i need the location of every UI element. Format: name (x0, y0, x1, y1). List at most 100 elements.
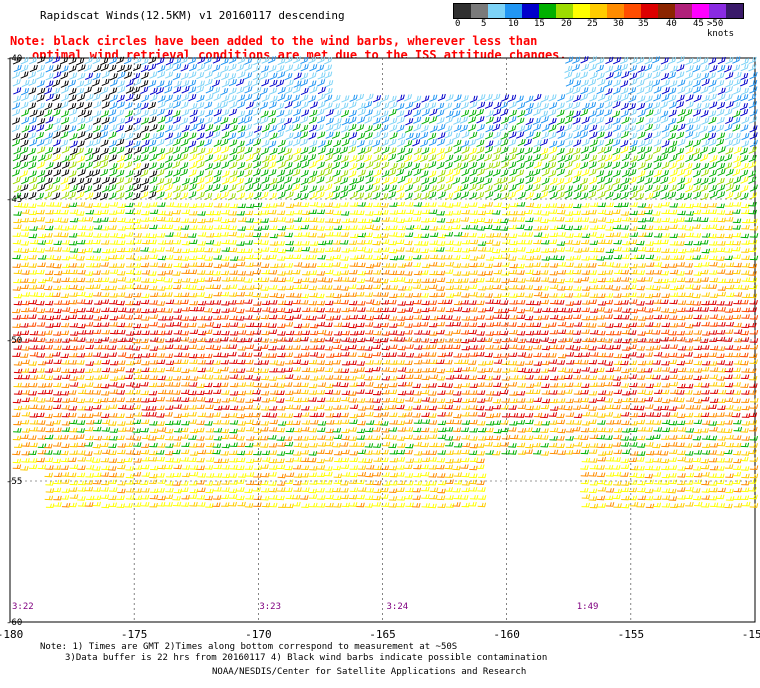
wind-barb (29, 412, 38, 418)
wind-barb (109, 94, 118, 102)
wind-barb (196, 277, 205, 283)
wind-barb (700, 169, 710, 177)
wind-barb (701, 261, 710, 267)
wind-barb (276, 65, 285, 73)
wind-barb (101, 101, 110, 109)
wind-barb (45, 246, 54, 252)
wind-barb (141, 210, 150, 216)
wind-barb (612, 442, 622, 447)
wind-barb (541, 184, 550, 193)
wind-barb (500, 353, 510, 358)
wind-barb (245, 225, 255, 231)
wind-barb (749, 225, 759, 231)
wind-barb (236, 450, 246, 456)
wind-barb (460, 102, 469, 110)
wind-barb (268, 412, 278, 418)
wind-barb (564, 314, 573, 320)
wind-barb (245, 419, 254, 425)
wind-barb (36, 248, 45, 253)
wind-barb (340, 263, 349, 269)
wind-barb (540, 153, 549, 161)
wind-barb (165, 299, 175, 305)
wind-barb (661, 192, 670, 200)
wind-barb (213, 146, 222, 154)
wind-barb (36, 405, 45, 410)
wind-barb (436, 442, 445, 448)
wind-barb (61, 398, 71, 403)
wind-barb (205, 427, 215, 433)
wind-barb (340, 161, 349, 170)
wind-barb (428, 306, 437, 312)
wind-barb (460, 359, 469, 365)
wind-barb (212, 300, 222, 305)
wind-barb (460, 278, 469, 283)
wind-barb (69, 331, 79, 336)
wind-barb (172, 169, 181, 177)
wind-barb (20, 232, 29, 237)
wind-barb (197, 449, 207, 455)
wind-barb (100, 262, 109, 267)
wind-barb (268, 161, 277, 169)
wind-barb (436, 241, 446, 246)
wind-barb (644, 307, 654, 313)
colorbar-swatch (573, 4, 590, 18)
wind-barb (28, 217, 37, 223)
wind-barb (28, 210, 38, 216)
wind-barb (348, 246, 358, 252)
wind-barb (492, 277, 501, 283)
wind-barb (316, 360, 325, 365)
wind-barb (596, 184, 605, 192)
wind-barb (141, 178, 150, 186)
wind-barb (45, 323, 54, 328)
wind-barb (508, 306, 518, 312)
wind-barb (437, 390, 446, 395)
wind-barb (372, 139, 381, 148)
wind-barb (525, 405, 534, 411)
wind-barb (28, 269, 37, 275)
wind-barb (156, 177, 165, 186)
wind-barb (149, 170, 158, 178)
wind-barb (92, 443, 102, 449)
wind-barb (109, 73, 118, 81)
wind-barb (13, 218, 22, 224)
wind-barb (572, 307, 582, 313)
wind-barb (275, 398, 285, 403)
wind-barb (564, 225, 574, 231)
wind-barb (677, 375, 686, 381)
wind-barb (164, 353, 174, 359)
wind-barb (356, 361, 365, 366)
wind-barb (53, 247, 62, 252)
wind-barb (133, 183, 142, 192)
wind-barb (644, 360, 654, 365)
wind-barb (197, 359, 206, 365)
wind-barb (420, 285, 430, 291)
wind-barb (717, 269, 726, 274)
wind-barb (516, 285, 526, 290)
wind-barb (628, 322, 637, 328)
wind-barb (389, 419, 398, 425)
wind-barb (428, 322, 438, 328)
wind-barb (140, 57, 149, 66)
wind-barb (165, 202, 175, 207)
wind-barb (580, 389, 589, 395)
wind-barb (349, 155, 358, 163)
wind-barb (165, 147, 174, 155)
wind-barb (669, 344, 678, 349)
wind-barb (364, 116, 373, 124)
wind-barb (132, 428, 141, 433)
wind-barb (212, 345, 222, 351)
wind-barb (132, 404, 141, 410)
wind-barb (501, 271, 510, 276)
wind-barb (437, 132, 446, 140)
wind-barb (468, 109, 477, 117)
wind-barb (269, 360, 279, 365)
wind-barb (388, 443, 397, 449)
wind-barb (500, 330, 509, 336)
wind-barb (196, 396, 206, 402)
wind-barb (20, 71, 29, 79)
wind-barb (548, 94, 557, 102)
wind-barb (196, 71, 205, 80)
wind-barb (493, 314, 502, 319)
wind-barb (244, 352, 253, 358)
wind-barb (413, 116, 422, 124)
